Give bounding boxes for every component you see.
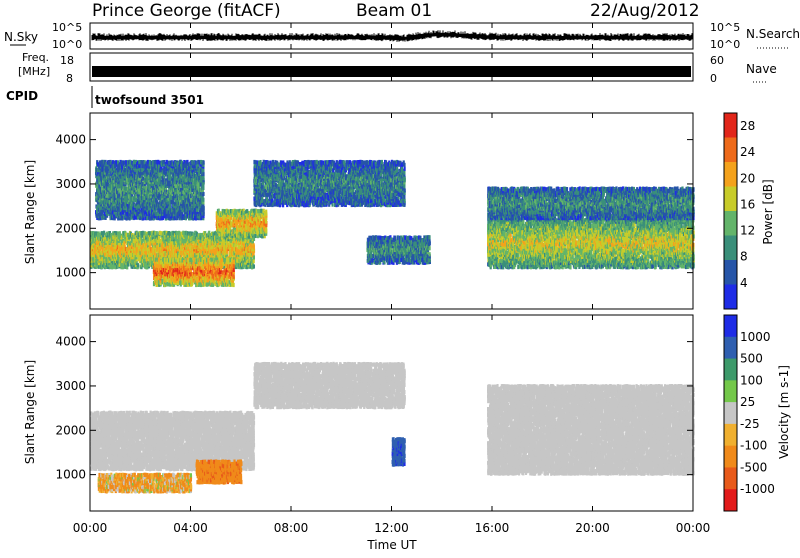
noise-right-label: N.Search [746, 27, 800, 41]
echo-cell [144, 231, 146, 235]
date-title: 22/Aug/2012 [590, 1, 700, 21]
freq-right-tick-top: 60 [710, 54, 724, 67]
noise-trace [92, 30, 692, 42]
beam-title: Beam 01 [356, 1, 432, 21]
freq-right-tick-bottom: 0 [710, 72, 717, 85]
noise-left-tick-top: 10^5 [52, 21, 82, 34]
noise-right-tick-bottom: 10^0 [710, 38, 740, 51]
freq-left-label-2: [MHz] [18, 65, 50, 78]
freq-left-label-1: Freq. [22, 51, 49, 64]
freq-trace [92, 66, 691, 77]
radar-summary-plot: Prince George (fitACF) Beam 01 22/Aug/20… [0, 0, 800, 554]
echo-cell [156, 231, 158, 235]
noise-line [92, 30, 692, 42]
noise-right-tick-top: 10^5 [710, 21, 740, 34]
freq-left-tick-bottom: 8 [66, 72, 73, 85]
cpid-label: CPID [6, 89, 38, 103]
freq-left-tick-top: 18 [60, 54, 74, 67]
cpid-program: twofsound 3501 [95, 93, 204, 107]
nave-label: Nave [746, 62, 777, 76]
echo-cell [141, 239, 143, 243]
echo-cell [127, 262, 129, 266]
noise-left-label: N.Sky [4, 30, 38, 44]
noise-left-tick-bottom: 10^0 [52, 38, 82, 51]
power-heatmap-cells [90, 160, 695, 287]
echo-cell [137, 263, 139, 267]
site-title: Prince George (fitACF) [92, 1, 281, 21]
